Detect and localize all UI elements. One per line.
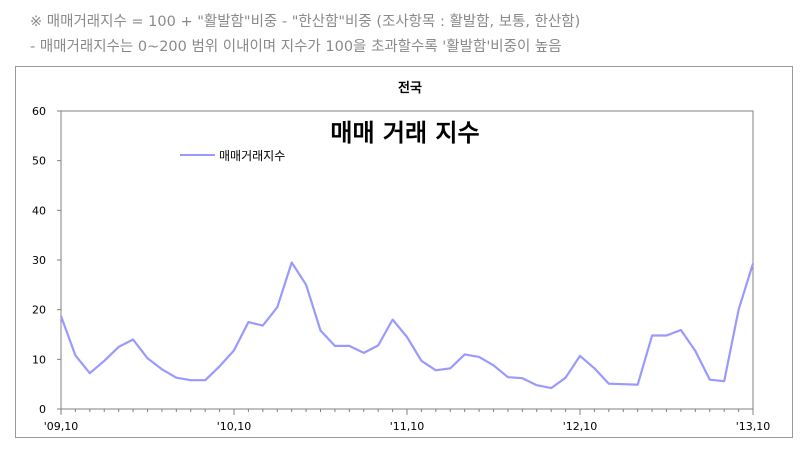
- x-tick-label: '11,10: [390, 420, 425, 433]
- range-note: - 매매거래지수는 0~200 범위 이내이며 지수가 100을 초과할수록 '…: [30, 39, 562, 55]
- y-tick-label: 40: [32, 204, 46, 217]
- y-tick-label: 20: [32, 304, 46, 317]
- chart-subtitle: 매매 거래 지수: [330, 118, 479, 147]
- y-tick-label: 0: [39, 403, 46, 416]
- x-tick-label: '09,10: [44, 420, 79, 433]
- series-line: [59, 261, 755, 390]
- y-tick-label: 60: [32, 105, 46, 118]
- y-tick-label: 10: [32, 353, 46, 366]
- series-layer: [59, 261, 755, 390]
- x-axis: '09,10 '10,10 '11,10 '12,10 '13,10: [44, 409, 771, 433]
- x-tick-label: '12,10: [563, 420, 598, 433]
- plot-area: [60, 110, 754, 410]
- y-tick-label: 50: [32, 155, 46, 168]
- y-tick-label: 30: [32, 254, 46, 267]
- x-tick-label: '10,10: [217, 420, 252, 433]
- formula-note: ※ 매매거래지수 = 100 + "활발함"비중 - "한산함"비중 (조사항목…: [30, 14, 581, 30]
- y-axis: 0 10 20 30 40 50 60: [32, 105, 61, 416]
- legend-label: 매매거래지수: [219, 149, 285, 163]
- legend: 매매거래지수: [180, 149, 285, 163]
- chart-title: 전국: [398, 80, 422, 96]
- x-tick-label: '13,10: [736, 420, 771, 433]
